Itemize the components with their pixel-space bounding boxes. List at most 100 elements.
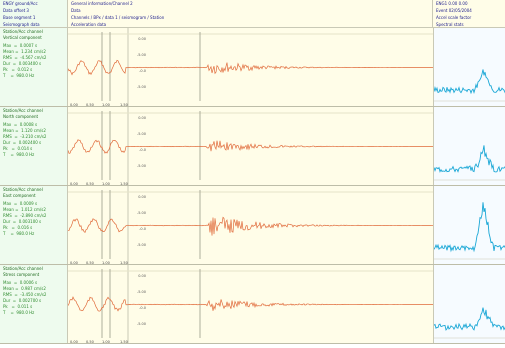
channel-title: Station/Acc channel [3,266,43,271]
spectrum-svg[interactable] [433,186,505,265]
spectrum-trace [433,202,505,253]
header-left-line-1: Data offset 3 [0,7,67,15]
spectrum-panel[interactable] [433,186,505,265]
header-text: Base segment 1 [3,15,36,20]
waveform-svg[interactable]: 0.00 -5.00 -0.0 -5.00 0.00 0.50 1.00 1.50 [67,28,434,107]
header-center-line-0: General information/Channel 2 [68,0,432,8]
y-tick-label: -5.00 [137,132,146,136]
pre-event-window [68,265,128,344]
header-text: Channels / BPx / data 1 / seismogram / S… [71,15,165,20]
y-tick-label: -5.00 [137,164,146,168]
y-tick-label: -0.0 [139,227,146,231]
row-separator [0,185,505,186]
y-tick-label: -5.00 [137,85,146,89]
header-right-line-1: Event 02/05/2004 [433,7,505,15]
time-label: 0.50 [86,340,94,344]
header-right-line-3: Spectral stats [433,21,505,29]
channel-title: Station/Acc channel [3,108,43,113]
time-label: 1.00 [102,182,110,186]
header-text: ENGY ground/Acc [3,1,38,6]
waveform-plot[interactable]: 0.00 -5.00 -0.0 -5.00 0.00 0.50 1.00 1.50 [67,265,433,344]
header-left-line-3: Seismograph data [0,21,67,29]
header-center-line-1: Data [68,7,432,15]
spectrum-svg[interactable] [433,265,505,344]
channel-row: Station/Acc channel North component Max … [0,107,505,186]
y-tick-label: -5.00 [137,53,146,57]
channel-row: Station/Acc channel Vertical component M… [0,28,505,107]
waveform-trace [67,139,434,154]
header-text: Data offset 3 [3,8,29,13]
time-label: 0.50 [86,182,94,186]
channel-subtitle: East component [3,193,36,198]
header-left-line-0: ENGY ground/Acc [0,0,67,8]
channel-stats: Max = 0.0009 s Mean = 1.012 cm/s2 RMS = … [3,201,47,236]
spectrum-panel[interactable] [433,265,505,344]
waveform-trace [67,216,434,236]
channel-subtitle: Vertical component [3,35,42,40]
waveform-plot[interactable]: 0.00 -5.00 -0.0 -5.00 0.00 0.50 1.00 1.50 [67,186,434,265]
waveform-svg[interactable]: 0.00 -5.00 -0.0 -5.00 0.00 0.50 1.00 1.50 [67,107,434,186]
pre-event-window [68,28,128,107]
spectrum-svg[interactable] [433,107,505,186]
y-tick-label: -0.0 [139,306,146,310]
header-left-line-2: Base segment 1 [0,14,67,22]
time-label: 1.50 [120,103,128,107]
spectrum-panel[interactable] [433,107,505,186]
channel-subtitle: North component [3,114,39,119]
time-label: 0.50 [86,261,94,265]
channel-info-panel: Station/Acc channel North component Max … [0,107,68,186]
y-tick-label: -0.0 [139,148,146,152]
spectrum-trace [433,145,505,173]
waveform-plot[interactable]: 0.00 -5.00 -0.0 -5.00 0.00 0.50 1.00 1.50 [67,107,434,186]
spectrum-trace [433,69,505,95]
header-text: Seismograph data [3,22,40,27]
spectrum-panel[interactable] [433,28,505,107]
row-separator [0,264,505,265]
header-text: General information/Channel 2 [71,1,133,6]
spectrum-svg[interactable] [433,28,505,107]
header-left-panel: ENGY ground/Acc Data offset 3 Base segme… [0,0,68,28]
time-label: 1.00 [102,103,110,107]
y-tick-label: -5.00 [137,211,146,215]
channel-info-panel: Station/Acc channel East component Max =… [0,186,68,265]
header-right-line-2: Accel scale factor [433,14,505,22]
waveform-trace [67,59,434,76]
header-text: ENG1 0.00 0.00 [436,1,468,6]
header-center-line-2: Channels / BPx / data 1 / seismogram / S… [68,14,432,22]
header-text: Accel scale factor [436,15,472,20]
y-tick-label: 0.00 [138,195,146,199]
time-label: 1.50 [120,182,128,186]
time-label: 0.00 [70,103,78,107]
header-text: Data [71,8,81,13]
channel-stats: Max = 0.0006 s Mean = 0.987 cm/s2 RMS = … [3,280,47,315]
waveform-plot[interactable]: 0.00 -5.00 -0.0 -5.00 0.00 0.50 1.00 1.50 [67,28,434,107]
header-text: Event 02/05/2004 [436,8,472,13]
row-separator [0,106,505,107]
waveform-svg[interactable]: 0.00 -5.00 -0.0 -5.00 0.00 0.50 1.00 1.50 [67,186,434,265]
header-right-line-0: ENG1 0.00 0.00 [433,0,505,8]
y-tick-label: -0.0 [139,69,146,73]
channel-stats: Max = 0.0007 s Mean = 1.234 cm/s2 RMS = … [3,43,47,78]
channel-info-panel: Station/Acc channel Vertical component M… [0,28,68,107]
channel-row: Station/Acc channel Stress component Max… [0,265,505,344]
y-tick-label: -5.00 [137,322,146,326]
time-label: 0.00 [70,340,78,344]
time-label: 1.00 [102,261,110,265]
time-label: 1.00 [102,340,110,344]
channel-subtitle: Stress component [3,272,40,277]
channel-stats: Max = 0.0008 s Mean = 1.120 cm/s2 RMS = … [3,122,47,157]
channel-title: Station/Acc channel [3,29,43,34]
waveform-svg[interactable]: 0.00 -5.00 -0.0 -5.00 0.00 0.50 1.00 1.50 [67,265,433,344]
channel-row: Station/Acc channel East component Max =… [0,186,505,265]
waveform-trace [67,296,433,312]
y-tick-label: 0.00 [138,274,146,278]
header-text: Spectral stats [436,22,464,27]
pre-event-window [68,107,128,186]
time-label: 1.50 [120,340,128,344]
header-center-line-3: Acceleration data [68,21,432,29]
y-tick-label: -5.00 [137,290,146,294]
time-label: 1.50 [120,261,128,265]
channel-info-panel: Station/Acc channel Stress component Max… [0,265,68,344]
header-text: Acceleration data [71,22,107,27]
time-label: 0.50 [86,103,94,107]
